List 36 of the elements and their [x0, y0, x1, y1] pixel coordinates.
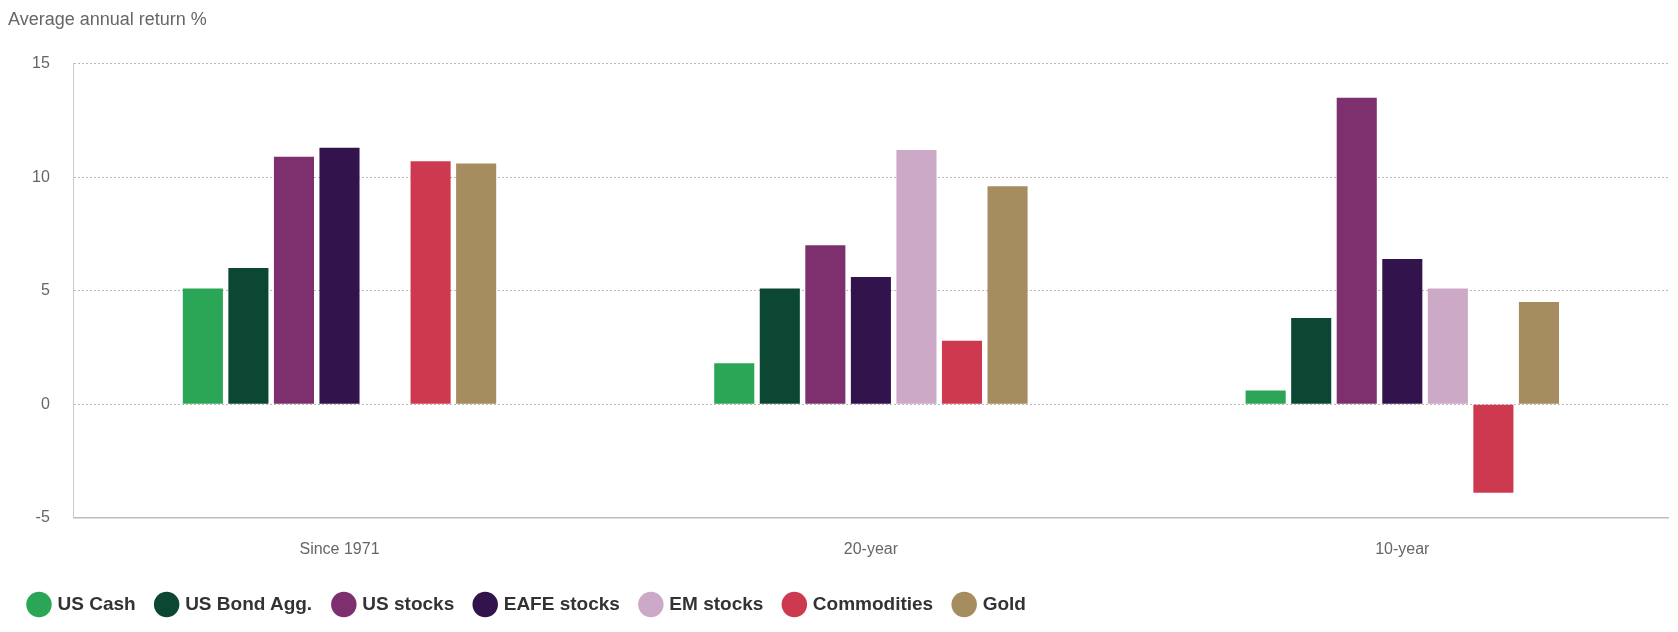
bar — [319, 147, 360, 404]
legend-label: Commodities — [812, 592, 934, 614]
bar — [805, 245, 846, 404]
bar — [182, 288, 223, 404]
legend-label: EAFE stocks — [503, 592, 620, 614]
x-tick-label: 20-year — [843, 539, 899, 557]
bar — [228, 267, 269, 404]
legend-label: US Cash — [57, 592, 136, 614]
bar — [273, 156, 314, 404]
y-tick-label: -5 — [35, 508, 50, 526]
bar — [850, 277, 891, 404]
bar — [456, 163, 497, 404]
bar — [896, 149, 937, 404]
bar — [1291, 317, 1332, 404]
y-tick-label: 10 — [32, 167, 50, 185]
bar — [987, 186, 1028, 404]
bar — [941, 340, 983, 404]
legend-label: Gold — [982, 592, 1026, 614]
bar — [1518, 302, 1559, 404]
bar — [1382, 258, 1423, 404]
y-tick-label: 0 — [40, 394, 50, 412]
y-tick-label: 15 — [32, 54, 50, 72]
bar — [1245, 390, 1286, 404]
bar — [1473, 404, 1514, 493]
x-tick-label: Since 1971 — [299, 539, 380, 557]
bar — [759, 288, 800, 404]
legend-label: EM stocks — [669, 592, 764, 614]
x-tick-label: 10-year — [1375, 539, 1431, 557]
y-axis-title: Average annual return % — [8, 8, 208, 30]
legend-label: US Bond Agg. — [185, 592, 313, 614]
bar — [714, 363, 755, 404]
legend-label: US stocks — [362, 592, 455, 614]
bar — [410, 161, 451, 404]
bar — [1336, 97, 1377, 404]
y-tick-label: 5 — [40, 281, 50, 299]
bar — [1427, 288, 1468, 404]
